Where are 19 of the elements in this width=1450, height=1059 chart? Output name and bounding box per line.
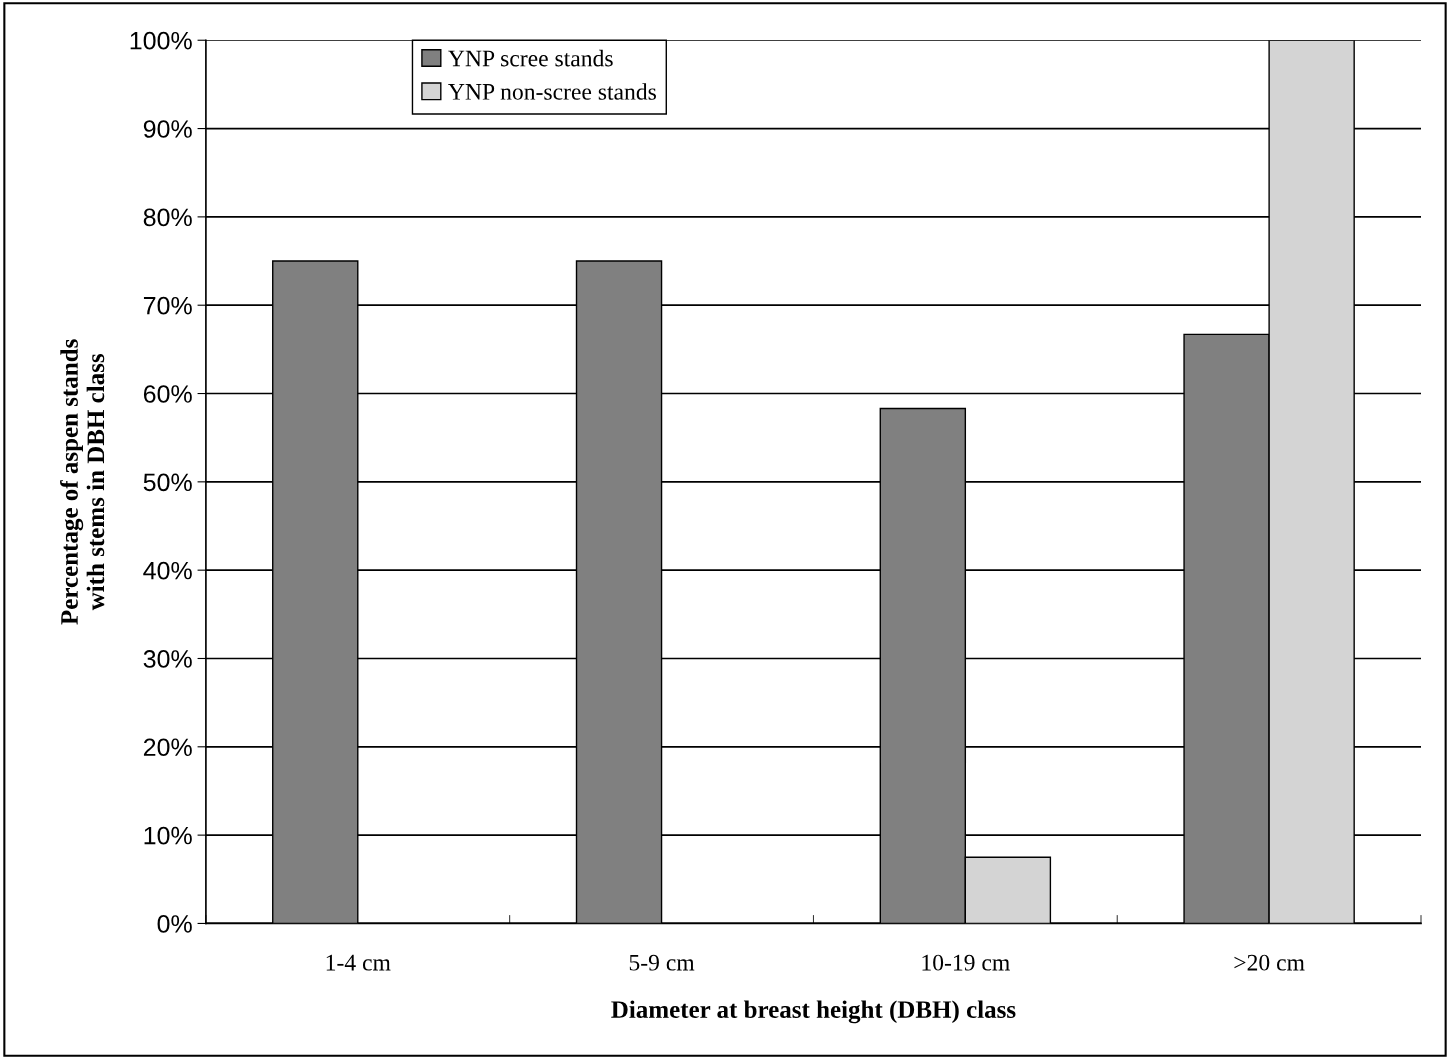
x-tick-label: >20 cm — [1234, 954, 1305, 971]
x-tick-label: 1-4 cm — [326, 954, 391, 971]
y-axis-title: Percentage of aspen stands with stems in DBH class — [60, 339, 105, 625]
x-axis-title: Diameter at breast height (DBH) class — [611, 1000, 1016, 1024]
y-tick-label: 100% — [130, 31, 192, 50]
y-tick-label: 0% — [157, 915, 192, 933]
y-tick-label: 80% — [143, 208, 192, 227]
y-tick-label: 60% — [143, 385, 192, 403]
y-tick-label: 20% — [143, 738, 192, 757]
y-tick-label: 10% — [144, 826, 192, 845]
y-tick-label: 90% — [143, 120, 192, 138]
x-tick-label: 5-9 cm — [629, 954, 695, 971]
y-tick-label: 30% — [143, 650, 192, 668]
legend-label: YNP scree stands — [448, 49, 613, 67]
y-tick-label: 70% — [143, 296, 192, 315]
y-tick-label: 50% — [143, 473, 192, 492]
y-tick-label: 40% — [143, 561, 192, 580]
legend-label: YNP non-scree stands — [448, 83, 656, 100]
x-tick-label: 10-19 cm — [922, 954, 1010, 971]
